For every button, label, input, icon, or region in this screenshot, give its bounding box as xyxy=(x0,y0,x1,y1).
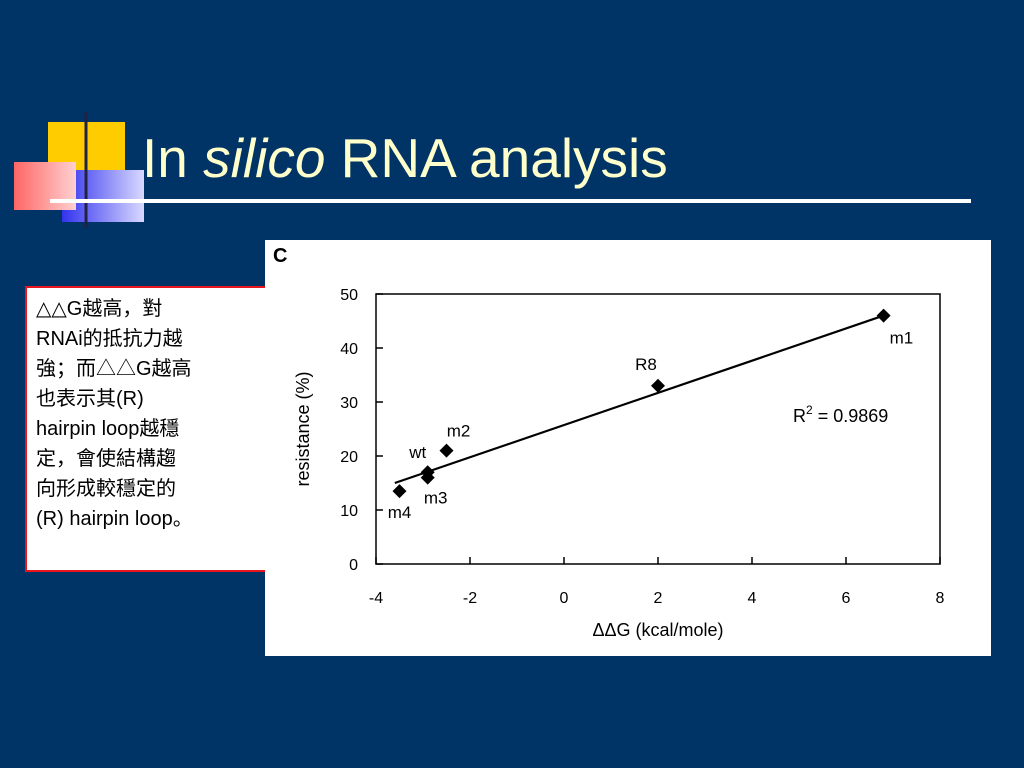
y-tick-label: 10 xyxy=(340,503,358,520)
note-line: 定，會使結構趨 xyxy=(36,448,176,470)
x-tick-label: 2 xyxy=(654,590,663,607)
y-tick-label: 20 xyxy=(340,449,358,466)
y-tick-label: 0 xyxy=(349,557,358,574)
r-squared-annotation: R2 = 0.9869 xyxy=(793,403,888,426)
y-axis: 0 10 20 30 40 50 xyxy=(340,287,383,574)
data-point-m1 xyxy=(876,308,891,323)
point-label: R8 xyxy=(635,355,657,374)
x-axis: -4 -2 0 2 4 6 8 xyxy=(369,557,945,607)
data-point-m3 xyxy=(420,470,435,485)
annotation-note-box: △△G越高，對 RNAi的抵抗力越 強；而△△G越高 也表示其(R) hairp… xyxy=(25,286,269,572)
data-point-m4 xyxy=(392,484,407,499)
r-squared-base: R xyxy=(793,406,806,426)
y-axis-label: resistance (%) xyxy=(293,371,313,486)
r-squared-superscript: 2 xyxy=(806,403,813,417)
y-tick-label: 40 xyxy=(340,341,358,358)
point-label: m1 xyxy=(890,329,914,348)
slide-title: In silico RNA analysis xyxy=(142,126,668,190)
x-tick-label: 6 xyxy=(842,590,851,607)
chart-panel: C 0 10 20 30 40 50 -4 -2 0 2 4 6 8 m1 R8 m2 wt m3 m4 ΔΔG… xyxy=(265,240,991,656)
data-points: m1 R8 m2 wt m3 m4 xyxy=(388,308,914,522)
note-line: △△G越高，對 xyxy=(36,298,163,320)
title-underline xyxy=(50,199,971,203)
point-label: wt xyxy=(408,443,426,462)
note-line: 向形成較穩定的 xyxy=(36,478,176,500)
data-point-m2 xyxy=(439,443,454,458)
note-line: (R) hairpin loop。 xyxy=(36,508,193,530)
title-prefix: In xyxy=(142,127,204,189)
note-line: 也表示其(R) xyxy=(36,388,144,410)
point-label: m4 xyxy=(388,503,412,522)
data-point-R8 xyxy=(651,378,665,393)
x-axis-label: ΔΔG (kcal/mole) xyxy=(592,620,723,640)
point-label: m3 xyxy=(424,489,448,508)
x-tick-label: 4 xyxy=(748,590,757,607)
note-line: hairpin loop越穩 xyxy=(36,418,180,440)
title-italic: silico xyxy=(203,127,326,189)
r-squared-value: = 0.9869 xyxy=(813,406,889,426)
y-tick-label: 50 xyxy=(340,287,358,304)
title-suffix: RNA analysis xyxy=(325,127,668,189)
regression-line xyxy=(394,314,884,485)
y-tick-label: 30 xyxy=(340,395,358,412)
scatter-chart: C 0 10 20 30 40 50 -4 -2 0 2 4 6 8 m1 R8 m2 wt m3 m4 ΔΔG… xyxy=(273,245,945,640)
x-tick-label: 0 xyxy=(560,590,569,607)
decorative-logo xyxy=(14,112,144,228)
x-tick-label: -4 xyxy=(369,590,383,607)
x-tick-label: 8 xyxy=(936,590,945,607)
point-label: m2 xyxy=(447,422,471,441)
note-line: RNAi的抵抗力越 xyxy=(36,328,183,350)
x-tick-label: -2 xyxy=(463,590,477,607)
note-line: 強；而△△G越高 xyxy=(36,358,192,380)
panel-label: C xyxy=(273,245,287,267)
